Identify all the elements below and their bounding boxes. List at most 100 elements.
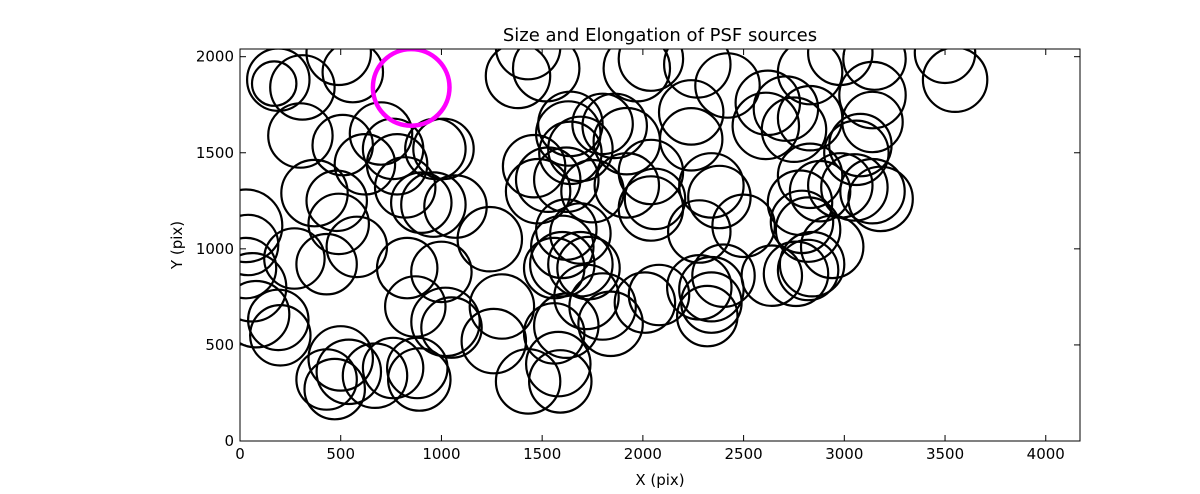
x-tick-label-3000: 3000: [825, 445, 863, 463]
psf-source-circle-112: [847, 165, 914, 233]
psf-source-circle-118: [913, 49, 977, 85]
psf-source-circle-42: [494, 49, 562, 81]
psf-source-circle-67: [527, 349, 593, 414]
psf-source-circle-37: [420, 296, 483, 359]
psf-source-circle-4: [321, 49, 385, 104]
psf-source-circle-91: [711, 193, 776, 259]
y-axis-label: Y (pix): [168, 221, 186, 270]
psf-source-circle-96: [760, 96, 828, 164]
psf-source-circle-20: [263, 227, 326, 290]
psf-source-circle-16: [305, 169, 369, 233]
y-tick-label-1000: 1000: [196, 240, 234, 258]
psf-source-circle-92: [740, 244, 804, 308]
x-axis-ticks: 0 500 1000 1500 2000 2500 3000 3500 4000: [235, 49, 1065, 463]
x-tick-label-0: 0: [235, 445, 245, 463]
psf-source-circle-93: [731, 91, 801, 161]
x-tick-label-2000: 2000: [624, 445, 662, 463]
psf-source-circle-1: [250, 60, 298, 107]
psf-source-circle-113: [841, 90, 904, 154]
psf-source-circle-81: [678, 152, 745, 219]
psf-source-circle-55: [529, 214, 595, 280]
x-tick-label-4000: 4000: [1027, 445, 1065, 463]
psf-source-circle-105: [778, 230, 846, 298]
psf-source-circle-24: [240, 252, 288, 323]
psf-source-circle-65: [524, 330, 592, 398]
chart-title: Size and Elongation of PSF sources: [503, 25, 817, 46]
psf-source-circle-19: [295, 232, 358, 296]
y-tick-label-2000: 2000: [196, 48, 234, 66]
psf-source-circle-62: [577, 290, 644, 358]
psf-source-circle-11: [412, 117, 475, 181]
psf-source-circle-87: [675, 284, 739, 348]
psf-source-circle-83: [666, 199, 732, 264]
x-axis-label: X (pix): [635, 471, 684, 489]
psf-source-circle-38: [456, 205, 524, 273]
y-tick-label-0: 0: [224, 432, 234, 450]
psf-source-circle-31: [315, 338, 383, 406]
x-tick-label-1500: 1500: [523, 445, 561, 463]
psf-source-circle-66: [494, 348, 562, 415]
psf-source-circle-6: [267, 102, 334, 169]
psf-source-circle-51: [547, 115, 614, 183]
psf-source-circle-36: [410, 286, 481, 358]
psf-source-circle-115: [842, 49, 907, 91]
psf-source-circle-29: [303, 357, 367, 421]
psf-source-circle-2: [269, 54, 336, 121]
psf-source-circle-102: [774, 196, 842, 263]
psf-source-circle-15: [280, 158, 349, 228]
psf-source-circle-50: [538, 120, 603, 186]
psf-source-circle-49: [537, 90, 604, 158]
data-points: [240, 49, 989, 421]
psf-source-circle-26: [246, 288, 310, 352]
psf-source-circle-23: [240, 236, 278, 300]
psf-source-circle-80: [658, 107, 724, 172]
psf-source-circle-90: [691, 243, 756, 309]
x-tick-label-1000: 1000: [422, 445, 460, 463]
psf-source-circle-17: [307, 192, 371, 256]
psf-source-circle-13: [400, 171, 467, 238]
psf-source-circle-8: [333, 133, 397, 196]
psf-source-circle-74: [623, 167, 687, 231]
psf-source-circle-22: [240, 213, 280, 277]
psf-source-circle-88: [627, 263, 691, 327]
psf-source-circle-27: [248, 303, 312, 367]
psf-source-circle-111: [839, 157, 906, 225]
psf-source-circle-119: [921, 49, 989, 113]
axes-frame: [239, 48, 1081, 442]
psf-source-circle-82: [687, 164, 752, 230]
x-tick-label-3500: 3500: [926, 445, 964, 463]
psf-source-circle-63: [532, 292, 600, 360]
psf-source-circle-78: [694, 52, 761, 119]
psf-source-circle-39: [468, 273, 536, 340]
psf-source-circle-122: [375, 236, 439, 300]
psf-source-circle-76: [617, 49, 685, 92]
psf-source-circle-98: [776, 142, 844, 210]
psf-source-circle-124: [410, 240, 473, 304]
psf-source-circle-7: [348, 101, 414, 166]
psf-source-circle-41: [484, 49, 552, 110]
psf-source-circle-47: [532, 146, 600, 214]
psf-source-circle-89: [613, 271, 677, 334]
psf-source-circle-45: [504, 157, 572, 225]
psf-source-circle-121: [373, 156, 437, 219]
psf-source-circle-108: [820, 153, 889, 222]
psf-source-circle-114: [838, 60, 907, 130]
x-tick-label-500: 500: [326, 445, 355, 463]
psf-source-circle-3: [305, 49, 372, 87]
psf-source-circle-68: [571, 92, 634, 156]
psf-source-circle-21: [240, 188, 284, 264]
psf-source-circle-75: [602, 49, 672, 103]
y-tick-label-500: 500: [205, 336, 234, 354]
psf-source-circle-123: [383, 275, 447, 338]
psf-source-circle-117: [776, 49, 844, 106]
psf-source-circle-104: [776, 238, 840, 302]
y-axis-ticks: 0 500 1000 1500 2000: [196, 48, 1080, 450]
psf-source-circle-35: [386, 347, 452, 412]
psf-source-circle-30: [307, 325, 375, 392]
psf-source-circle-71: [593, 152, 661, 219]
psf-source-circle-25: [240, 279, 291, 349]
x-tick-label-2500: 2500: [725, 445, 763, 463]
psf-source-circle-79: [657, 79, 725, 146]
